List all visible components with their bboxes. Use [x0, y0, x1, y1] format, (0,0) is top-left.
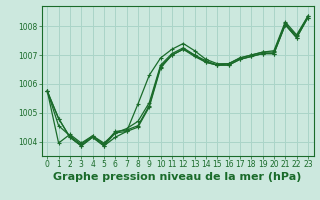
X-axis label: Graphe pression niveau de la mer (hPa): Graphe pression niveau de la mer (hPa): [53, 172, 302, 182]
